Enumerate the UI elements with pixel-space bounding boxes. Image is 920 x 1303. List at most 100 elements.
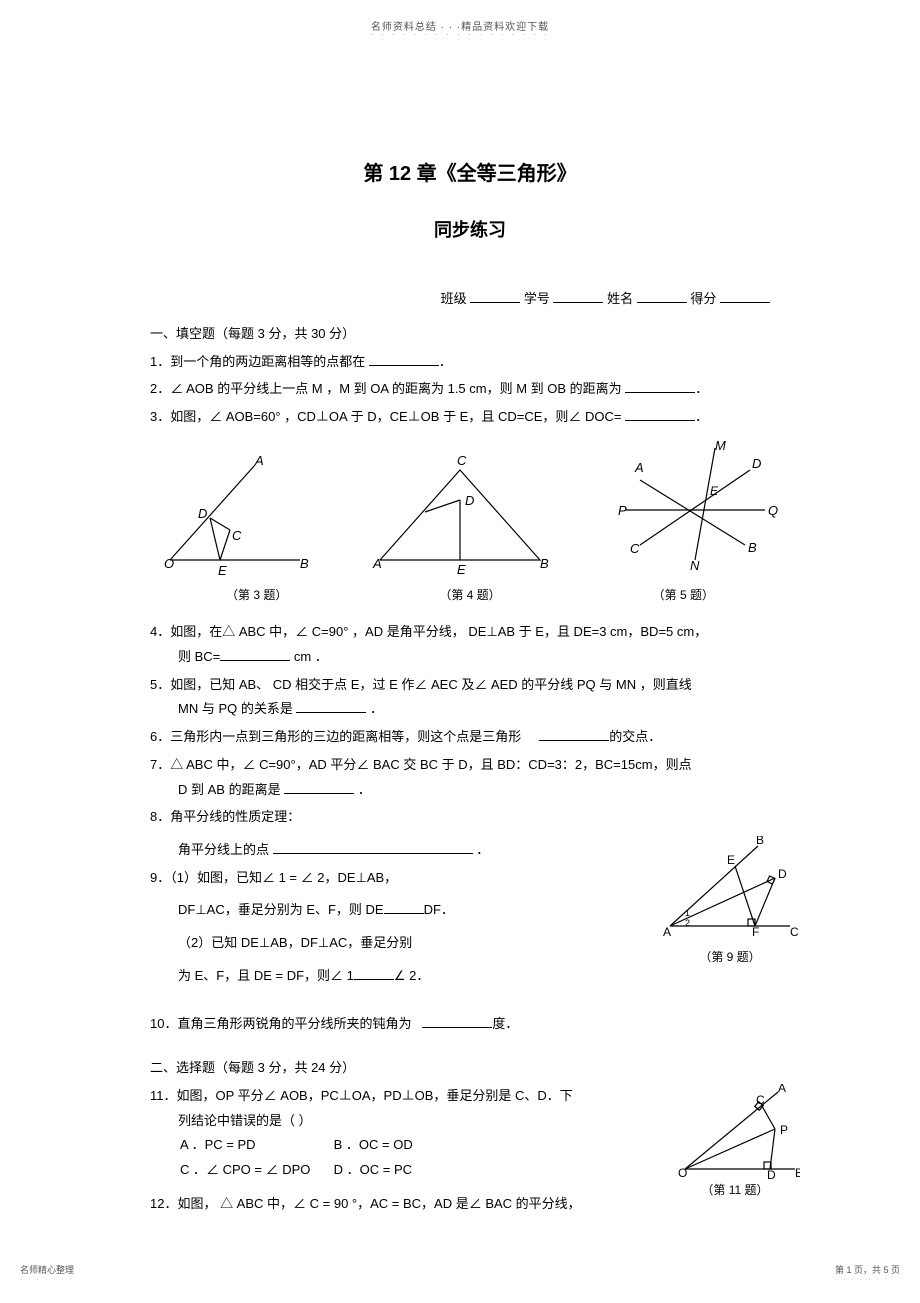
footer-right-text: 第 1 页，共 5 页: [835, 1263, 900, 1276]
figures-row: O E B A D C A B C D E: [150, 440, 790, 580]
q7-line1: 7．△ ABC 中，∠ C=90°，AD 平分∠ BAC 交 BC 于 D，且 …: [150, 753, 790, 778]
figure-q9: A F C B E D 1 2: [660, 836, 800, 946]
figure-q11-wrap: O D B A C P （第 11 题）: [670, 1084, 800, 1202]
q5-line1: 5．如图，已知 AB、 CD 相交于点 E，过 E 作∠ AEC 及∠ AED …: [150, 673, 790, 698]
q5b-text: MN 与 PQ 的关系是: [178, 701, 293, 716]
q7b-text: D 到 AB 的距离是: [178, 782, 281, 797]
svg-text:O: O: [164, 556, 174, 571]
q9b-text: DF⊥AC，垂足分别为 E、F，则 DE: [178, 902, 384, 917]
q1-end: ．: [439, 354, 452, 369]
q7b-end: ．: [354, 782, 371, 797]
q2-end: ．: [695, 381, 708, 396]
q8b-text: 角平分线上的点: [178, 842, 269, 857]
q3-text: 3．如图，∠ AOB=60° ，CD⊥OA 于 D，CE⊥OB 于 E，且 CD…: [150, 409, 621, 424]
svg-text:F: F: [752, 925, 759, 939]
svg-text:C: C: [756, 1093, 765, 1107]
svg-text:E: E: [457, 562, 466, 577]
svg-text:B: B: [540, 556, 549, 571]
caption-5: （第 5 题）: [578, 584, 789, 607]
q11-choice-c: C ．∠ CPO = ∠ DPO: [180, 1158, 330, 1183]
svg-text:C: C: [790, 925, 799, 939]
svg-text:B: B: [756, 836, 764, 847]
question-5: 5．如图，已知 AB、 CD 相交于点 E，过 E 作∠ AEC 及∠ AED …: [150, 673, 790, 722]
q11-choice-a: A ．PC = PD: [180, 1133, 330, 1158]
svg-text:B: B: [300, 556, 309, 571]
section-2-heading: 二、选择题（每题 3 分，共 24 分）: [150, 1056, 790, 1081]
footer-right-dots: · · · · · · ·: [835, 1276, 900, 1283]
svg-text:E: E: [218, 563, 227, 578]
question-2: 2．∠ AOB 的平分线上一点 M ，M 到 OA 的距离为 1.5 cm，则 …: [150, 377, 790, 402]
svg-text:D: D: [767, 1168, 776, 1179]
page-title: 第 12 章《全等三角形》: [150, 155, 790, 193]
q4-line2: 则 BC= cm ．: [150, 645, 790, 670]
q11-choice-b: B ．OC = OD: [334, 1133, 484, 1158]
svg-text:N: N: [690, 558, 700, 573]
svg-text:D: D: [198, 506, 207, 521]
figure-q3: O E B A D C: [150, 450, 320, 580]
svg-text:B: B: [795, 1166, 800, 1179]
svg-text:Q: Q: [768, 503, 778, 518]
name-label: 姓名: [607, 291, 633, 306]
svg-text:D: D: [778, 867, 787, 881]
q6-blank: [539, 727, 609, 741]
id-label: 学号: [524, 291, 550, 306]
svg-text:P: P: [780, 1123, 788, 1137]
question-4: 4．如图，在△ ABC 中，∠ C=90° ，AD 是角平分线， DE⊥AB 于…: [150, 620, 790, 669]
q9-blank1: [384, 900, 424, 914]
q8b-end: ．: [473, 842, 490, 857]
question-3: 3．如图，∠ AOB=60° ，CD⊥OA 于 D，CE⊥OB 于 E，且 CD…: [150, 405, 790, 430]
q4-line1: 4．如图，在△ ABC 中，∠ C=90° ，AD 是角平分线， DE⊥AB 于…: [150, 620, 790, 645]
svg-text:C: C: [232, 528, 242, 543]
svg-text:A: A: [663, 925, 671, 939]
question-7: 7．△ ABC 中，∠ C=90°，AD 平分∠ BAC 交 BC 于 D，且 …: [150, 753, 790, 802]
svg-text:D: D: [465, 493, 474, 508]
svg-text:1: 1: [685, 908, 690, 918]
q1-blank: [369, 352, 439, 366]
footer-left-dots: · · · · · · ·: [20, 1276, 74, 1283]
q2-blank: [625, 379, 695, 393]
caption-3: （第 3 题）: [151, 584, 362, 607]
question-1: 1．到一个角的两边距离相等的点都在 ．: [150, 350, 790, 375]
q4-blank: [220, 647, 290, 661]
svg-text:A: A: [372, 556, 382, 571]
footer-left: 名师精心整理 · · · · · · ·: [20, 1263, 74, 1283]
q8-blank: [273, 840, 473, 854]
q10-text: 10．直角三角形两锐角的平分线所夹的钝角为: [150, 1016, 411, 1031]
figure-q11: O D B A C P: [670, 1084, 800, 1179]
page-subtitle: 同步练习: [150, 213, 790, 247]
page-content: 第 12 章《全等三角形》 同步练习 班级 学号 姓名 得分 一、填空题（每题 …: [150, 155, 790, 1220]
svg-text:D: D: [752, 456, 761, 471]
svg-text:A: A: [254, 453, 264, 468]
q1-text: 1．到一个角的两边距离相等的点都在: [150, 354, 365, 369]
q5-blank: [296, 699, 366, 713]
figure-q9-wrap: A F C B E D 1 2 （第 9 题）: [660, 836, 800, 969]
footer-left-text: 名师精心整理: [20, 1263, 74, 1276]
svg-text:P: P: [618, 503, 627, 518]
q10-blank: [422, 1014, 492, 1028]
q9d-text: 为 E、F，且 DE = DF，则∠ 1: [178, 968, 354, 983]
svg-text:E: E: [710, 484, 719, 498]
svg-text:2: 2: [685, 918, 690, 928]
q9-blank2: [354, 966, 394, 980]
figure-q4: A B C D E: [365, 450, 555, 580]
q7-blank: [284, 780, 354, 794]
q6-end: 的交点．: [609, 729, 661, 744]
footer-right: 第 1 页，共 5 页 · · · · · · ·: [835, 1263, 900, 1283]
svg-text:C: C: [457, 453, 467, 468]
svg-text:A: A: [634, 460, 644, 475]
question-6: 6．三角形内一点到三角形的三边的距离相等，则这个点是三角形 的交点．: [150, 725, 790, 750]
name-blank: [637, 289, 687, 303]
figure-captions: （第 3 题） （第 4 题） （第 5 题）: [150, 584, 790, 607]
q9b-end: DF．: [424, 902, 454, 917]
caption-9: （第 9 题）: [660, 946, 800, 969]
svg-text:C: C: [630, 541, 640, 556]
q3-blank: [625, 407, 695, 421]
svg-text:M: M: [715, 440, 726, 453]
class-label: 班级: [441, 291, 467, 306]
q8-line1: 8．角平分线的性质定理：: [150, 805, 790, 830]
q9d-end: ∠ 2．: [394, 968, 430, 983]
class-blank: [470, 289, 520, 303]
question-11: 11．如图，OP 平分∠ AOB，PC⊥OA，PD⊥OB，垂足分别是 C、D．下…: [150, 1084, 790, 1189]
q11-choice-d: D ．OC = PC: [334, 1158, 484, 1183]
q6-text: 6．三角形内一点到三角形的三边的距离相等，则这个点是三角形: [150, 729, 521, 744]
